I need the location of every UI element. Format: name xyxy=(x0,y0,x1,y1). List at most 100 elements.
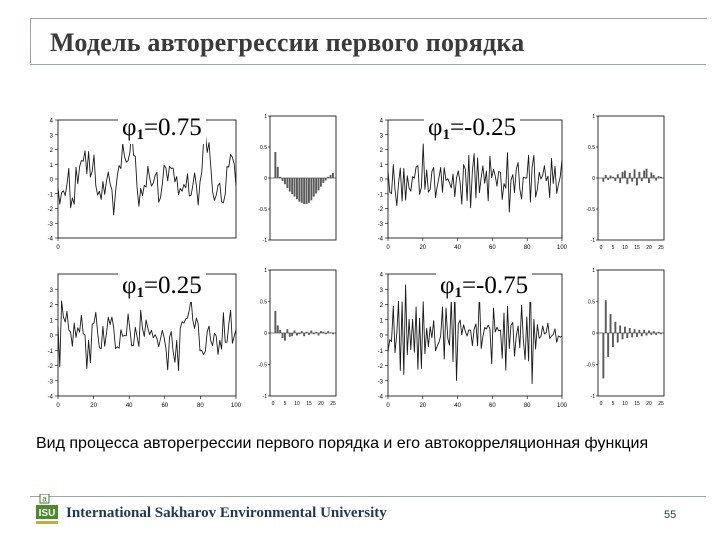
acf-bar xyxy=(317,333,320,336)
acf-bar xyxy=(329,174,332,178)
acf-bar xyxy=(327,176,330,178)
phi-label-3: φ1=0.25 xyxy=(118,272,206,302)
acf-bar xyxy=(274,310,277,333)
x-tick-label: 0 xyxy=(386,403,390,409)
x-tick-label: 0 xyxy=(600,245,603,251)
acf-bar xyxy=(310,178,313,201)
y-tick-label: 0 xyxy=(50,178,54,184)
y-tick-label: -3 xyxy=(378,379,384,385)
y-tick-label: -2 xyxy=(48,207,54,213)
y-tick-label: 4 xyxy=(50,119,54,125)
y-tick-label: 0.5 xyxy=(260,145,267,151)
acf-bar xyxy=(279,176,282,178)
x-tick-label: 5 xyxy=(612,401,615,407)
acf-bar xyxy=(279,329,282,333)
y-tick-label: 2 xyxy=(380,148,384,154)
phi-label-2: φ1=-0.25 xyxy=(424,114,521,144)
y-tick-label: 3 xyxy=(50,133,54,139)
y-tick-label: -3 xyxy=(48,379,54,385)
y-tick-label: 1 xyxy=(592,114,595,120)
phi-subscript: 1 xyxy=(454,285,462,301)
y-tick-label: -2 xyxy=(48,364,54,370)
y-tick-label: 1 xyxy=(50,163,54,169)
acf-bar xyxy=(636,178,638,186)
acf-bar xyxy=(303,333,306,337)
university-logo: a ISU xyxy=(36,494,58,524)
acf-bar xyxy=(607,333,610,357)
x-tick-label: 40 xyxy=(126,403,133,409)
acf-bar xyxy=(332,333,334,335)
acf-bar xyxy=(612,333,614,347)
y-tick-label: 3 xyxy=(50,288,54,294)
x-tick-label: 25 xyxy=(330,401,336,407)
panel-acf-3: 1 0.5 0 -0.5 -1 0 5 10 15 20 25 xyxy=(256,262,340,412)
acf-bar xyxy=(650,333,653,335)
acf-bar xyxy=(300,331,303,333)
acf-bar xyxy=(657,176,660,178)
phi-value: =0.25 xyxy=(143,272,202,299)
acf-bar xyxy=(624,326,626,333)
acf-bar xyxy=(602,333,605,379)
acf-bar xyxy=(628,173,631,178)
y-tick-label: 3 xyxy=(380,133,384,139)
y-tick-label: -1 xyxy=(591,394,596,400)
acf-bar xyxy=(303,178,306,204)
acf-bar xyxy=(609,175,612,178)
phi-symbol: φ xyxy=(122,114,137,141)
x-tick-label: 15 xyxy=(634,401,640,407)
acf-bar xyxy=(315,331,318,333)
series-line xyxy=(387,143,563,213)
acf-bar xyxy=(276,166,279,178)
acf-bar xyxy=(633,169,636,178)
series-line xyxy=(57,127,237,216)
acf-bar xyxy=(638,171,641,178)
acf-bar xyxy=(286,329,289,333)
acf-bar xyxy=(286,178,289,188)
y-tick-label: 1 xyxy=(380,318,384,324)
acf-bar xyxy=(643,170,646,178)
page-number: 55 xyxy=(664,509,677,521)
y-tick-label: -1 xyxy=(48,192,54,198)
x-tick-label: 0 xyxy=(56,245,60,251)
acf-bar xyxy=(298,178,301,202)
y-tick-label: 0.5 xyxy=(588,145,595,151)
x-tick-label: 0 xyxy=(600,401,603,407)
panel-acf-4: 1 0.5 0 -0.5 -1 0 5 10 15 20 25 xyxy=(584,262,668,412)
acf-bar xyxy=(322,178,325,183)
acf-bar xyxy=(648,178,650,183)
acf-bar xyxy=(624,170,626,178)
svg-text:a: a xyxy=(42,495,47,504)
y-tick-label: -1 xyxy=(263,394,268,400)
acf-bar xyxy=(293,178,296,197)
acf-bar xyxy=(324,178,327,181)
figure-caption: Вид процесса авторегрессии первого поряд… xyxy=(36,435,649,452)
acf-bar xyxy=(281,178,284,182)
x-tick-label: 20 xyxy=(419,245,426,251)
y-tick-label: 2 xyxy=(50,303,54,309)
y-tick-label: -3 xyxy=(378,222,384,228)
acf-bar xyxy=(626,333,629,338)
y-tick-label: 0 xyxy=(592,331,595,337)
y-tick-label: -2 xyxy=(378,364,384,370)
x-tick-label: 15 xyxy=(634,245,640,251)
acf-bar xyxy=(274,152,277,178)
acf-bar xyxy=(317,178,320,191)
y-tick-label: -1 xyxy=(591,238,596,244)
y-tick-label: -4 xyxy=(48,237,54,243)
phi-value: =-0.25 xyxy=(449,114,517,141)
phi-value: =-0.75 xyxy=(461,272,529,299)
acf-bar xyxy=(315,178,318,194)
acf-bar xyxy=(616,333,619,343)
x-tick-label: 25 xyxy=(658,245,664,251)
x-tick-label: 0 xyxy=(56,403,60,409)
y-tick-label: -1 xyxy=(263,238,268,244)
x-tick-label: 0 xyxy=(272,401,275,407)
acf-bar xyxy=(655,333,658,335)
acf-bar xyxy=(291,178,294,195)
acf-bar xyxy=(607,178,610,180)
y-tick-label: 0.5 xyxy=(260,300,267,306)
acf-bar xyxy=(612,176,614,178)
acf-bar xyxy=(312,333,315,335)
x-tick-label: 40 xyxy=(454,403,461,409)
y-tick-label: -1 xyxy=(48,349,54,355)
